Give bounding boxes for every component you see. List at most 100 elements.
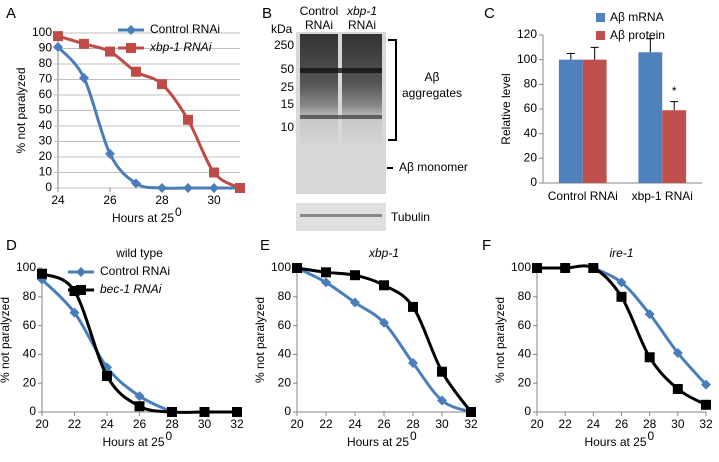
loading-label: Tubulin: [391, 210, 430, 224]
x-tick-label: 20: [290, 417, 304, 431]
x-tick-label: Control RNAi: [548, 189, 618, 203]
y-tick-label: 60: [524, 101, 538, 115]
aggregates-label: aggregates: [402, 86, 462, 100]
marker: [157, 183, 167, 193]
lane-label: xbp-1: [346, 4, 377, 18]
monomer-label: Aβ monomer: [399, 160, 468, 174]
error-bar: [590, 46, 599, 60]
x-tick-label: 28: [406, 417, 420, 431]
blot-lane: [300, 34, 338, 144]
legend-swatch: [596, 13, 605, 22]
x-axis-label: Hours at 25: [112, 211, 174, 225]
bar: [662, 110, 687, 183]
y-tick-label: 0: [45, 180, 52, 194]
y-tick-label: 80: [518, 289, 532, 303]
y-tick-label: 40: [524, 126, 538, 140]
bar: [582, 59, 607, 183]
panel-label: A: [6, 5, 16, 22]
x-axis-label: Hours at 25: [102, 435, 164, 449]
x-tick-label: 32: [699, 417, 713, 431]
x-tick-label: 22: [68, 417, 82, 431]
y-tick-label: 20: [23, 375, 37, 389]
x-tick-label: 28: [165, 417, 179, 431]
aggregates-label: Aβ: [425, 70, 440, 84]
bracket: [388, 39, 397, 141]
y-tick-label: 40: [278, 347, 292, 361]
blot-lane: [342, 34, 382, 144]
y-tick-label: 100: [16, 260, 36, 274]
marker: [79, 38, 89, 49]
y-tick-label: 20: [39, 149, 53, 163]
y-tick-label: 80: [23, 289, 37, 303]
marker: [437, 395, 447, 406]
y-tick-label: 80: [39, 56, 53, 70]
x-axis-label-superscript: 0: [166, 429, 173, 443]
marker: [560, 263, 571, 273]
y-tick-label: 0: [29, 404, 36, 418]
marker: [69, 307, 80, 318]
x-tick-label: 20: [35, 417, 49, 431]
y-axis-label: % not paralyzed: [14, 67, 28, 153]
y-tick-label: 20: [524, 151, 538, 165]
marker: [235, 183, 245, 193]
bar: [638, 52, 663, 184]
y-tick-label: 20: [518, 375, 532, 389]
panel-label: D: [6, 237, 17, 254]
y-tick-label: 40: [518, 347, 532, 361]
series-line: [57, 34, 241, 190]
marker: [102, 371, 112, 381]
x-tick-label: 26: [103, 193, 117, 207]
blot-band: [300, 214, 382, 217]
x-axis-label: Hours at 25: [347, 435, 409, 449]
legend-swatch: [596, 31, 605, 40]
y-axis-label: % not paralyzed: [0, 297, 12, 383]
marker: [644, 352, 655, 363]
y-tick-label: 60: [278, 318, 292, 332]
y-axis-label: Relative level: [499, 73, 513, 144]
marker: [644, 309, 655, 320]
marker: [131, 66, 141, 77]
y-tick-label: 0: [530, 175, 537, 189]
marker: [105, 46, 115, 57]
x-tick-label: 30: [198, 417, 212, 431]
x-tick-label: 24: [100, 417, 114, 431]
marker-label: 10: [281, 120, 295, 134]
marker: [672, 347, 683, 358]
blot-band: [300, 68, 382, 73]
marker: [53, 31, 63, 42]
marker: [53, 41, 63, 52]
marker: [466, 407, 476, 417]
marker: [350, 270, 360, 281]
marker: [79, 72, 89, 83]
marker: [157, 79, 167, 90]
x-tick-label: 26: [377, 417, 391, 431]
marker: [131, 178, 141, 189]
marker: [588, 263, 599, 273]
marker: [350, 297, 360, 308]
legend-label: xbp-1 RNAi: [149, 40, 212, 54]
chart-title: xbp-1: [368, 246, 399, 260]
marker: [105, 148, 115, 159]
y-tick-label: 60: [518, 318, 532, 332]
marker: [408, 358, 418, 369]
legend-label: Aβ mRNA: [610, 10, 664, 24]
unit: kDa: [271, 22, 293, 36]
marker: [379, 317, 389, 328]
y-tick-label: 40: [23, 347, 37, 361]
error-bar: [646, 38, 655, 53]
panel-label: C: [484, 5, 495, 22]
x-tick-label: 24: [51, 193, 65, 207]
series-line: [592, 266, 708, 386]
y-tick-label: 100: [271, 260, 291, 274]
marker: [672, 383, 683, 394]
blot-band: [300, 115, 382, 119]
lane-label: RNAi: [305, 18, 333, 32]
error-bar: [670, 101, 679, 111]
y-tick-label: 100: [517, 52, 537, 66]
y-tick-label: 40: [39, 118, 53, 132]
marker: [183, 114, 193, 125]
marker: [209, 167, 219, 178]
legend-marker: [126, 43, 136, 53]
marker: [209, 183, 219, 193]
